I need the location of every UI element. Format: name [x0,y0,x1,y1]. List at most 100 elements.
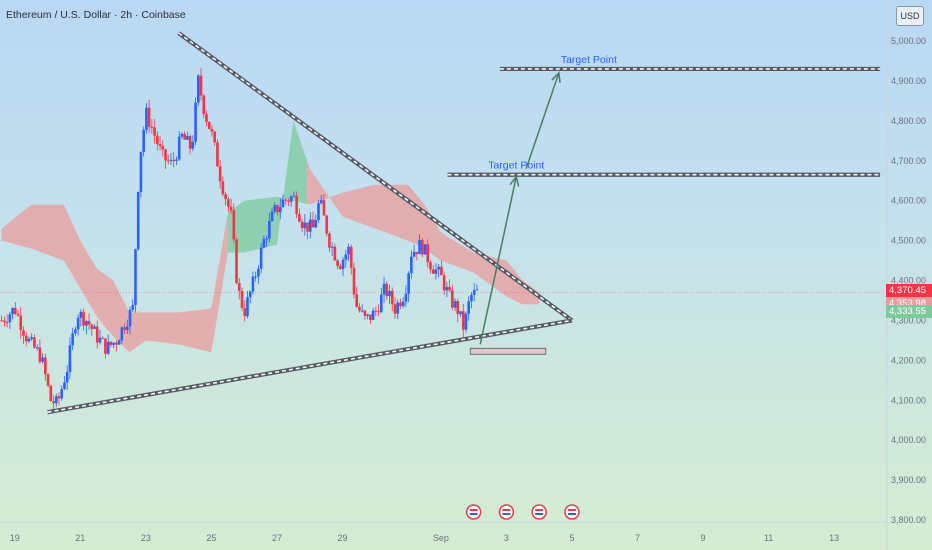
candle-body [434,269,438,274]
candle-body [0,320,3,322]
candle-body [22,330,25,336]
candle-body [112,342,115,345]
candle-body [412,251,416,257]
candle-body [161,145,165,150]
candle-body [221,181,225,195]
x-tick-label: 11 [764,533,773,543]
candle-body [27,338,31,342]
candle-body [30,337,33,339]
candle-body [243,308,247,317]
arrow-to-target-2-head [551,71,561,83]
candle-body [374,310,378,312]
ichimoku-cloud-red [306,159,540,305]
candle-body [377,311,380,313]
candle-body [120,327,124,341]
us-flag-stripe [469,509,478,511]
candle-body [145,107,148,130]
us-flag-stripe [502,509,511,511]
candle-body [298,213,301,222]
x-tick-label: 13 [829,533,839,543]
x-tick-label: 21 [75,533,85,543]
y-tick-label: 4,800.00 [891,116,926,126]
candle-body [380,294,383,313]
candle-body [390,290,394,305]
candle-body [82,311,85,326]
y-tick-label: 4,900.00 [891,76,926,86]
candle-body [246,297,249,317]
currency-button[interactable]: USD [896,6,924,26]
candle-body [339,266,342,269]
candle-body [210,128,214,132]
candle-body [369,314,372,320]
us-flag-stripe [535,513,544,515]
candle-body [352,267,356,295]
candle-body [396,302,400,314]
candle-body [87,320,91,325]
candle-body [188,136,192,149]
candle-body [240,290,244,309]
candle-body [300,221,304,229]
candle-body [336,260,339,267]
candle-body [197,75,200,103]
candle-body [8,314,12,323]
candle-body [158,144,162,146]
candle-body [418,240,421,254]
y-tick-label: 3,800.00 [891,515,926,525]
candle-body [325,215,328,234]
candle-body [164,149,167,161]
candle-body [344,254,348,260]
candle-body [125,326,129,330]
candle-body [475,289,479,291]
x-tick-label: Sep [433,533,449,543]
candle-body [183,133,186,140]
candle-body [437,266,440,270]
arrow-to-target-2 [525,72,560,169]
candle-body [136,192,140,250]
candle-body [74,329,77,334]
candle-body [19,315,23,331]
candle-body [248,291,252,298]
arrow-to-target-1 [479,176,517,345]
candle-body [420,240,424,255]
candle-body [470,294,473,302]
us-flag-stripe [567,509,576,511]
candle-body [175,159,178,161]
us-flag-stripe [502,513,511,515]
candle-body [128,309,132,327]
x-tick-label: 3 [504,533,509,543]
candle-body [333,246,337,261]
candle-body [109,341,113,345]
candle-body [153,127,156,136]
candle-body [180,133,184,137]
candle-body [232,210,236,240]
candle-body [262,238,266,248]
x-tick-label: 7 [635,533,640,543]
candle-body [104,338,107,354]
y-tick-label: 4,500.00 [891,236,926,246]
candle-body [147,107,151,127]
candle-body [3,320,6,323]
candle-body [306,222,309,232]
candle-body [134,249,137,305]
candle-body [166,160,170,162]
candle-body [5,322,9,324]
candle-body [270,211,274,222]
candle-body [292,195,296,197]
candle-body [464,313,468,330]
candle-body [117,340,121,345]
candle-body [237,283,241,291]
us-flag-stripe [567,513,576,515]
candle-body [308,219,312,232]
candle-body [11,307,14,315]
candle-body [461,311,465,330]
candle-body [360,310,364,312]
candle-body [16,314,20,316]
candle-body [399,302,402,307]
candle-body [90,324,94,329]
candle-body [224,194,227,200]
candle-body [139,151,143,193]
candle-body [459,311,462,315]
candle-body [205,114,208,122]
